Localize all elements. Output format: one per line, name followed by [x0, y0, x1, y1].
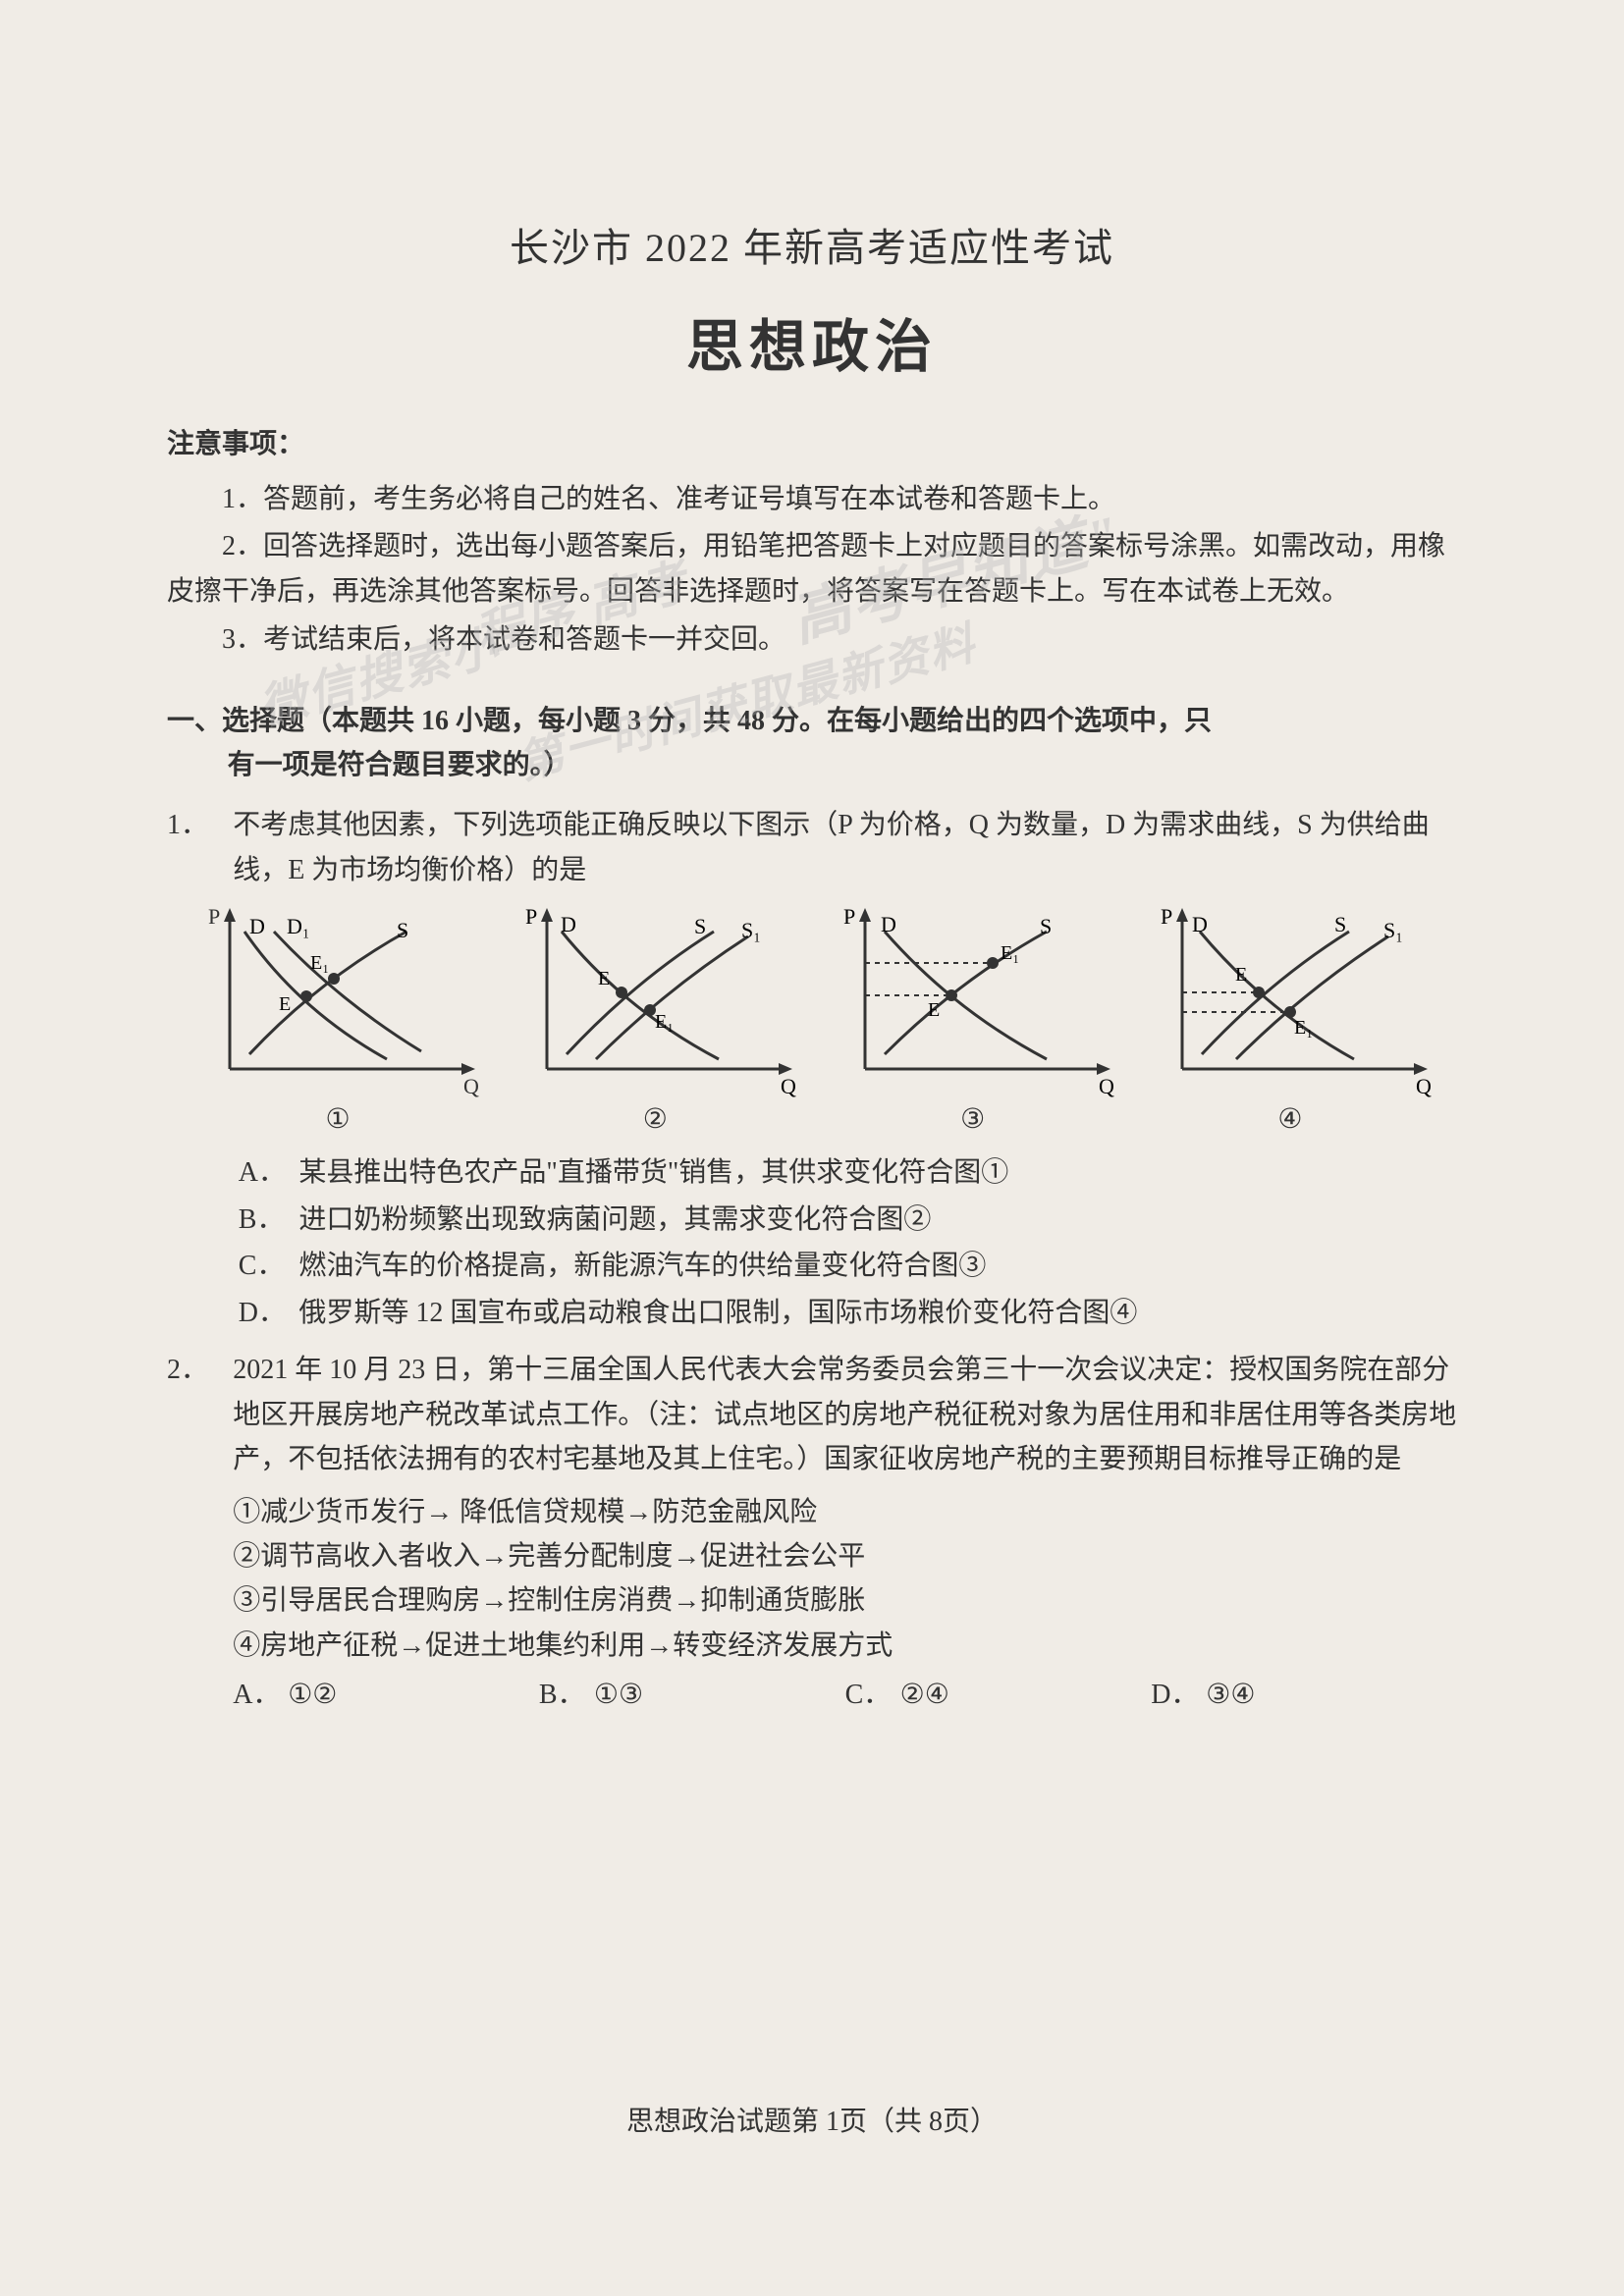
notice-item: 1．答题前，考生务必将自己的姓名、准考证号填写在本试卷和答题卡上。: [167, 477, 1457, 522]
section-header-line2: 有一项是符合题目要求的。）: [167, 744, 1457, 788]
supply-demand-chart-2: P Q D S S₁ E E₁: [508, 902, 802, 1098]
q2-sub-2: ②调节高收入者收入→完善分配制度→促进社会公平: [167, 1534, 1457, 1578]
q2-option-a: A．①②: [233, 1672, 539, 1719]
svg-text:P: P: [843, 904, 855, 929]
chart-panel-1: P Q D D₁ S E E₁ ①: [190, 902, 485, 1136]
exam-subject-title: 思想政治: [167, 300, 1457, 383]
section-header-line1: 一、选择题（本题共 16 小题，每小题 3 分，共 48 分。在每小题给出的四个…: [167, 706, 1212, 736]
exam-header-line1: 长沙市 2022 年新高考适应性考试: [167, 216, 1457, 273]
question-1: 1． 不考虑其他因素，下列选项能正确反映以下图示（P 为价格，Q 为数量，D 为…: [167, 803, 1457, 892]
supply-demand-chart-3: P Q D S E E₁: [826, 902, 1120, 1098]
question-stem: 不考虑其他因素，下列选项能正确反映以下图示（P 为价格，Q 为数量，D 为需求曲…: [233, 803, 1457, 892]
chart-panel-3: P Q D S E E₁ ③: [826, 902, 1120, 1136]
q2-sub-1: ①减少货币发行→ 降低信贷规模→防范金融风险: [167, 1490, 1457, 1534]
question-number: 2．: [167, 1348, 233, 1481]
supply-demand-chart-1: P Q D D₁ S E E₁: [190, 902, 485, 1098]
axis-label-q: Q: [463, 1074, 479, 1098]
point-label-e: E: [279, 993, 291, 1015]
point-label-e1: E₁: [655, 1011, 674, 1033]
chart-label-3: ③: [960, 1102, 985, 1136]
curve-label-s: S: [1040, 914, 1052, 938]
q1-option-c: C．燃油汽车的价格提高，新能源汽车的供给量变化符合图③: [167, 1243, 1457, 1290]
point-label-e1: E₁: [1001, 942, 1019, 964]
notice-title: 注意事项：: [167, 422, 1457, 461]
point-label-e1: E₁: [310, 952, 329, 974]
section-one-header: 一、选择题（本题共 16 小题，每小题 3 分，共 48 分。在每小题给出的四个…: [167, 700, 1457, 788]
svg-text:Q: Q: [1416, 1074, 1432, 1098]
point-label-e: E: [928, 999, 940, 1021]
q2-sub-3: ③引导居民合理购房→控制住房消费→抑制通货膨胀: [167, 1578, 1457, 1623]
chart-panel-4: P Q D S S₁ E E₁ ④: [1143, 902, 1437, 1136]
q2-option-b: B．①③: [539, 1672, 845, 1719]
svg-text:Q: Q: [1099, 1074, 1114, 1098]
curve-label-s: S: [397, 918, 408, 942]
chart-label-2: ②: [643, 1102, 668, 1136]
q2-option-c: C．②④: [845, 1672, 1152, 1719]
curve-label-s1: S₁: [741, 918, 761, 942]
point-label-e: E: [598, 968, 610, 989]
question-number: 1．: [167, 803, 233, 892]
q1-option-d: D．俄罗斯等 12 国宣布或启动粮食出口限制，国际市场粮价变化符合图④: [167, 1290, 1457, 1337]
q2-options-row: A．①② B．①③ C．②④ D．③④: [167, 1672, 1457, 1719]
curve-label-s: S: [694, 914, 706, 938]
question-2: 2． 2021 年 10 月 23 日，第十三届全国人民代表大会常务委员会第三十…: [167, 1348, 1457, 1481]
q1-option-b: B．进口奶粉频繁出现致病菌问题，其需求变化符合图②: [167, 1197, 1457, 1244]
curve-label-d1: D₁: [287, 914, 310, 938]
notice-block: 注意事项： 1．答题前，考生务必将自己的姓名、准考证号填写在本试卷和答题卡上。 …: [167, 422, 1457, 663]
curve-label-d: D: [1192, 912, 1208, 936]
page-footer: 思想政治试题第 1页（共 8页）: [0, 2100, 1624, 2139]
curve-label-s: S: [1334, 912, 1346, 936]
q2-sub-4: ④房地产征税→促进土地集约利用→转变经济发展方式: [167, 1624, 1457, 1668]
q1-option-a: A．某县推出特色农产品"直播带货"销售，其供求变化符合图①: [167, 1149, 1457, 1197]
notice-item: 2．回答选择题时，选出每小题答案后，用铅笔把答题卡上对应题目的答案标号涂黑。如需…: [167, 524, 1457, 614]
q2-option-d: D．③④: [1151, 1672, 1457, 1719]
chart-label-1: ①: [325, 1102, 350, 1136]
svg-text:P: P: [1161, 904, 1172, 929]
point-label-e1: E₁: [1294, 1017, 1313, 1039]
chart-panel-2: P Q D S S₁ E E₁ ②: [508, 902, 802, 1136]
charts-row: P Q D D₁ S E E₁ ① P Q D: [167, 902, 1457, 1136]
curve-label-s1: S₁: [1383, 918, 1403, 942]
curve-label-d: D: [249, 914, 265, 938]
chart-label-4: ④: [1277, 1102, 1302, 1136]
svg-text:Q: Q: [781, 1074, 796, 1098]
supply-demand-chart-4: P Q D S S₁ E E₁: [1143, 902, 1437, 1098]
notice-item: 3．考试结束后，将本试卷和答题卡一并交回。: [167, 617, 1457, 663]
curve-label-d: D: [561, 912, 576, 936]
question-stem: 2021 年 10 月 23 日，第十三届全国人民代表大会常务委员会第三十一次会…: [233, 1348, 1457, 1481]
axis-label-p: P: [208, 904, 220, 929]
svg-text:P: P: [525, 904, 537, 929]
point-label-e: E: [1235, 964, 1247, 986]
curve-label-d: D: [881, 912, 896, 936]
